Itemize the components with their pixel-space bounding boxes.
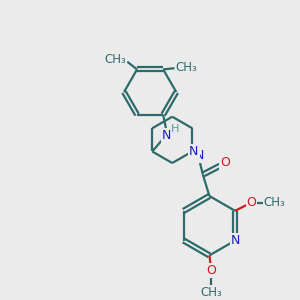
Text: CH₃: CH₃ xyxy=(104,52,126,65)
Text: N: N xyxy=(162,129,171,142)
Text: O: O xyxy=(247,196,256,209)
Text: CH₃: CH₃ xyxy=(200,286,222,299)
Text: N: N xyxy=(189,145,199,158)
Text: O: O xyxy=(206,264,216,277)
Text: CH₃: CH₃ xyxy=(264,196,286,209)
Text: O: O xyxy=(220,156,230,169)
Text: N: N xyxy=(231,234,240,247)
Text: H: H xyxy=(171,124,179,134)
Text: N: N xyxy=(194,149,204,162)
Text: CH₃: CH₃ xyxy=(176,61,197,74)
